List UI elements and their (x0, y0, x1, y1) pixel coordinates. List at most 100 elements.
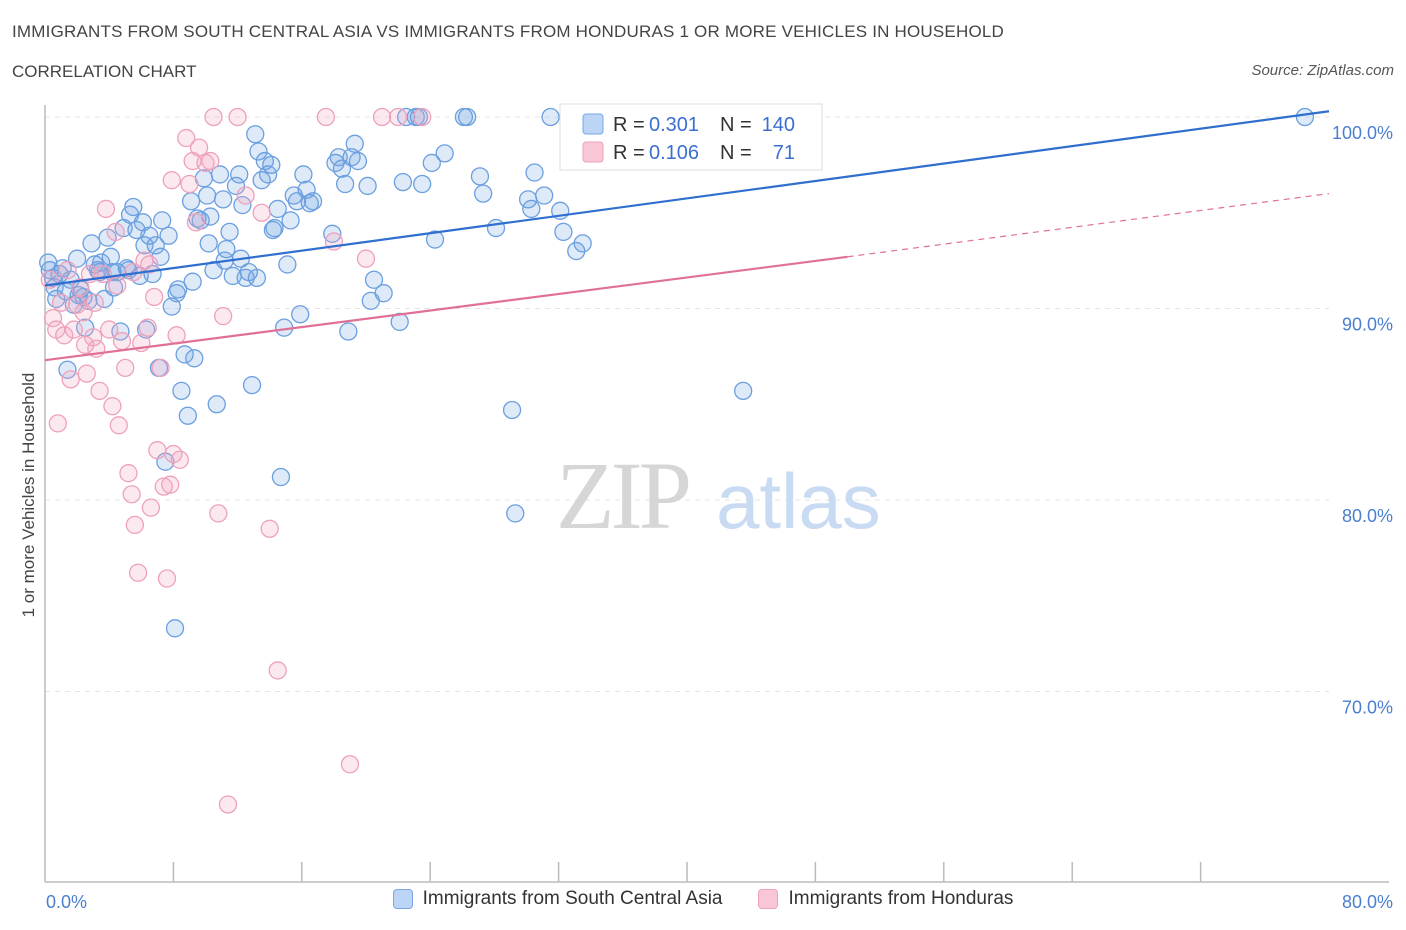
sca-point-56 (214, 190, 233, 209)
honduras-point-27 (125, 515, 145, 535)
sca-point-41 (165, 619, 185, 638)
sca-point-96 (364, 270, 384, 289)
honduras-point-53 (316, 107, 336, 127)
honduras-point-24 (116, 358, 135, 378)
y-axis-label: 1 or more Vehicles in Household (19, 373, 38, 618)
honduras-point-26 (122, 485, 141, 504)
stats-n-label-1: N = (720, 114, 752, 136)
sca-point-117 (541, 107, 560, 127)
sca-point-66 (246, 125, 265, 144)
sca-point-54 (207, 395, 226, 414)
honduras-point-18 (96, 199, 116, 219)
sca-point-55 (210, 165, 230, 184)
honduras-point-49 (218, 795, 238, 814)
sca-point-109 (474, 184, 493, 203)
sca-point-81 (294, 165, 313, 184)
sca-point-83 (300, 194, 319, 213)
honduras-point-7 (61, 370, 80, 389)
honduras-point-17 (93, 264, 112, 284)
y-tick-labels: 100.0% 90.0% 80.0% 70.0% (1332, 123, 1393, 718)
legend-swatch-south-central-asia (392, 889, 413, 909)
sca-point-71 (262, 155, 281, 175)
series-honduras-points (40, 107, 432, 814)
sca-point-76 (278, 255, 297, 274)
sca-point-74 (271, 467, 291, 487)
stats-r-label-1: R = (613, 114, 645, 136)
trend-line-honduras (44, 255, 848, 362)
bottom-legend: Immigrants from South Central Asia Immig… (0, 888, 1406, 910)
sca-point-7 (58, 360, 77, 379)
honduras-point-58 (388, 107, 408, 127)
honduras-point-62 (201, 151, 220, 171)
honduras-point-70 (75, 335, 95, 355)
honduras-point-47 (209, 504, 228, 523)
sca-point-15 (82, 234, 101, 253)
stats-n-label-2: N = (720, 142, 752, 164)
stats-r-value-1: 0.301 (649, 114, 699, 136)
sca-point-121 (573, 234, 592, 253)
stats-legend-box (559, 103, 823, 171)
trend-line-honduras-extension (847, 193, 1330, 258)
sca-point-89 (335, 174, 355, 194)
axes (44, 105, 1389, 883)
sca-point-123 (734, 381, 753, 400)
sca-point-137 (247, 268, 267, 288)
honduras-point-10 (71, 278, 90, 297)
honduras-point-38 (161, 475, 180, 494)
source-label: Source: ZipAtlas.com (1251, 62, 1394, 79)
sca-point-93 (348, 151, 368, 171)
legend-swatch-honduras (758, 889, 779, 909)
x-tick-labels: 0.0% 80.0% (46, 892, 1393, 912)
sca-point-22 (104, 278, 124, 297)
sca-point-82 (297, 180, 316, 199)
watermark-zip: ZIP (556, 442, 689, 549)
honduras-point-66 (140, 255, 159, 274)
chart-title: IMMIGRANTS FROM SOUTH CENTRAL ASIA VS IM… (12, 22, 1004, 41)
sca-point-111 (502, 400, 522, 420)
sca-point-97 (374, 284, 393, 303)
legend-item-south-central-asia[interactable]: Immigrants from South Central Asia (392, 888, 722, 910)
x-tick-label-min: 0.0% (46, 892, 87, 912)
sca-point-51 (197, 186, 217, 205)
stats-swatch-south-central-asia (582, 113, 604, 135)
sca-point-94 (358, 176, 377, 196)
stats-n-value-2: 71 (773, 142, 795, 164)
honduras-point-3 (48, 414, 67, 433)
honduras-point-51 (260, 519, 279, 538)
sca-point-112 (506, 504, 525, 523)
honduras-point-64 (236, 186, 255, 205)
sca-point-43 (172, 381, 191, 400)
sca-point-33 (140, 226, 159, 245)
sca-point-104 (422, 153, 441, 173)
honduras-point-42 (180, 174, 199, 194)
stats-swatch-honduras (582, 141, 604, 163)
sca-point-60 (226, 176, 246, 196)
sca-point-133 (183, 272, 202, 291)
sca-point-114 (522, 199, 541, 219)
honduras-point-31 (138, 318, 157, 337)
sca-point-67 (249, 142, 268, 161)
sca-point-116 (535, 186, 554, 205)
honduras-point-4 (51, 293, 71, 312)
sca-point-107 (457, 107, 477, 127)
sca-point-62 (233, 195, 252, 215)
sca-point-134 (199, 234, 218, 253)
legend-item-honduras[interactable]: Immigrants from Honduras (758, 888, 1013, 910)
watermark: ZIP atlas (556, 442, 881, 549)
honduras-point-25 (119, 464, 138, 483)
y-tick-label-0: 100.0% (1332, 123, 1393, 143)
honduras-point-40 (167, 326, 186, 345)
sca-point-110 (486, 218, 506, 238)
honduras-point-55 (340, 755, 360, 774)
stats-legend: R = 0.301 N = 140 R = 0.106 N = 71 (559, 103, 823, 171)
honduras-point-41 (170, 450, 189, 469)
sca-point-40 (162, 297, 181, 316)
honduras-point-60 (177, 128, 196, 148)
sca-point-108 (470, 167, 490, 186)
honduras-point-57 (372, 107, 392, 127)
sca-point-37 (153, 211, 172, 230)
sca-point-46 (181, 192, 201, 211)
honduras-point-36 (154, 477, 173, 496)
sca-point-119 (554, 222, 573, 242)
honduras-point-63 (162, 171, 181, 190)
